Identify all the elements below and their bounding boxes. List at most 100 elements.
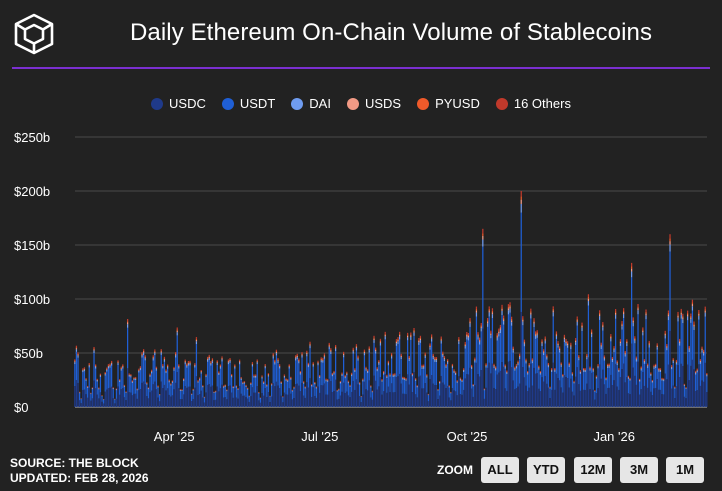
volume-bar-segment [375,380,377,407]
volume-bar-segment [563,337,566,340]
volume-bar-segment [463,370,465,373]
volume-bar-segment [357,357,359,359]
volume-bar-segment [656,343,658,345]
volume-bar-segment [335,344,337,347]
zoom-ytd-button[interactable]: YTD [527,457,565,483]
volume-bar-segment [608,366,610,368]
volume-bar-segment [229,360,231,361]
zoom-1m-button[interactable]: 1M [666,457,704,483]
volume-bar-segment [330,381,332,407]
volume-bar-segment [458,337,460,339]
volume-bar-segment [680,318,682,364]
volume-bar-segment [651,381,654,382]
volume-bar-segment [112,388,114,390]
zoom-12m-button[interactable]: 12M [574,457,612,483]
volume-bar-segment [589,370,591,390]
volume-bar-segment [375,353,377,381]
volume-bar-segment [314,395,316,407]
volume-bar-segment [706,392,708,407]
volume-bar-segment [298,358,300,360]
volume-bar-segment [527,372,529,374]
volume-bar-segment [152,357,154,359]
volume-bar-segment [528,387,530,407]
volume-bar-segment [464,344,466,346]
volume-bar-segment [375,347,377,350]
volume-bar-segment [77,357,79,383]
volume-bar-segment [648,344,650,348]
volume-bar-segment [399,334,401,337]
volume-bar-segment [587,305,590,358]
volume-bar-segment [194,363,196,365]
volume-bar-segment [515,365,518,366]
volume-bar-segment [247,398,249,407]
volume-bar-segment [583,370,585,372]
volume-bar-segment [173,366,175,368]
volume-bar-segment [507,308,510,311]
volume-bar-segment [199,377,201,379]
volume-bar-segment [514,370,516,390]
volume-bar-segment [259,402,262,407]
volume-bar-segment [205,377,207,393]
volume-bar-segment [317,361,319,363]
volume-bar-segment [322,385,324,407]
volume-bar-segment [547,387,550,407]
volume-bar-segment [704,316,706,363]
legend-item[interactable]: 16 Others [495,96,571,111]
volume-bar-segment [163,384,166,407]
volume-bar-segment [344,392,346,407]
volume-bar-segment [496,374,498,407]
volume-bar-segment [517,361,519,363]
volume-bar-segment [219,365,222,367]
volume-bar-segment [675,386,678,407]
volume-bar-segment [461,380,463,383]
volume-bar-segment [429,343,431,346]
zoom-3m-button[interactable]: 3M [620,457,658,483]
volume-bar-segment [306,352,308,353]
volume-bar-segment [504,367,506,369]
volume-bar-segment [639,394,641,407]
volume-bar-segment [703,349,705,352]
volume-bar-segment [311,386,313,397]
volume-bar-segment [429,345,431,348]
volume-bar-segment [240,379,242,394]
volume-bar-segment [443,358,446,360]
zoom-all-button[interactable]: ALL [481,457,519,483]
volume-bar-segment [530,308,532,312]
volume-bar-segment [107,368,110,389]
legend-item[interactable]: USDT [221,96,275,111]
volume-bar-segment [448,385,450,386]
volume-bar-segment [629,379,631,381]
volume-bar-segment [74,362,76,365]
volume-bar-segment [621,326,623,330]
volume-bar-segment [523,342,526,344]
volume-bar-segment [586,356,588,358]
volume-bar-segment [168,380,170,382]
volume-bar-segment [347,383,350,396]
volume-bar-segment [634,340,636,344]
volume-bar-segment [618,369,620,371]
legend-item[interactable]: PYUSD [417,96,480,111]
volume-bar-segment [543,351,545,353]
volume-bar-segment [141,382,143,407]
volume-bar-segment [243,382,246,384]
legend-item[interactable]: USDC [151,96,206,111]
volume-bar-segment [187,362,190,364]
volume-bar-segment [219,366,222,368]
volume-bar-segment [453,371,455,374]
volume-bar-segment [551,389,553,407]
volume-bar-segment [461,379,463,381]
volume-bar-segment [170,384,172,386]
volume-bar-segment [661,394,663,407]
volume-bar-segment [519,355,521,356]
legend-item[interactable]: DAI [291,96,331,111]
volume-bar-segment [231,375,233,377]
volume-bar-segment [218,375,220,392]
volume-bar-segment [333,391,335,407]
legend-item[interactable]: USDS [346,96,401,111]
volume-bar-segment [664,333,666,336]
volume-bar-segment [611,360,614,363]
volume-bar-segment [519,355,521,357]
volume-bar-segment [151,369,153,371]
volume-bar-segment [287,394,289,407]
volume-bar-segment [301,354,303,356]
